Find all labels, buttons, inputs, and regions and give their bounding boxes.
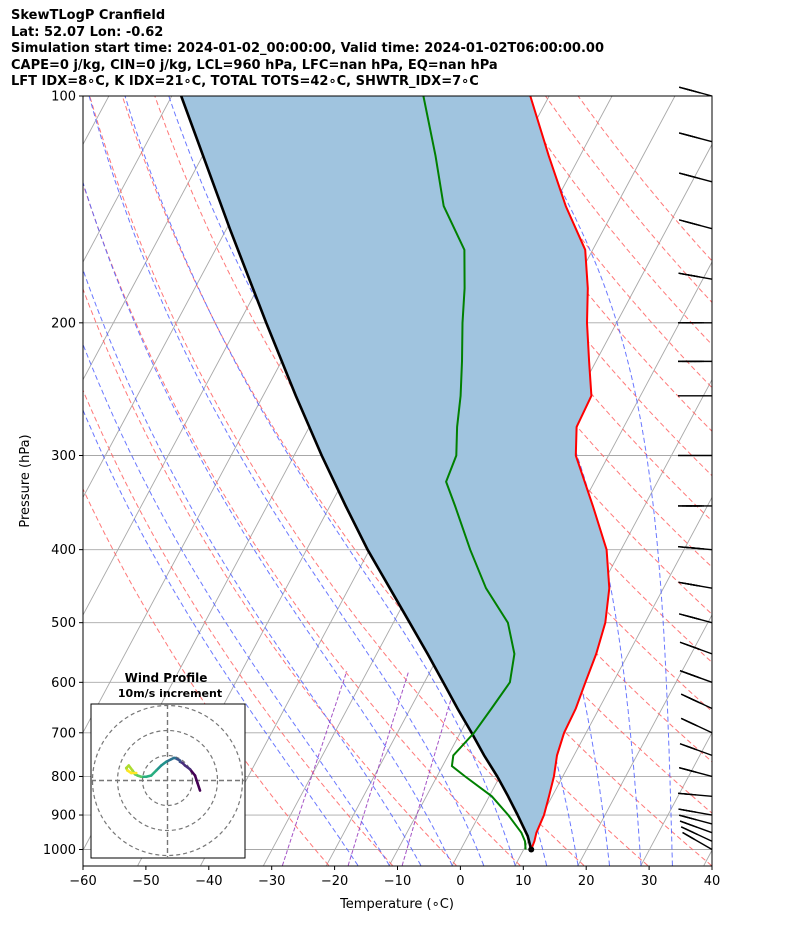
dry-adiabat — [121, 96, 649, 866]
y-tick-label: 700 — [51, 726, 76, 741]
isotherm-line — [388, 261, 712, 866]
dry-adiabat — [89, 96, 585, 866]
isotherm-line — [703, 849, 712, 866]
y-tick-label: 500 — [51, 616, 76, 631]
mixing-ratio-line — [401, 671, 460, 866]
x-tick-label: 20 — [578, 874, 595, 889]
x-tick-label: −10 — [384, 874, 411, 889]
inset-title: Wind Profile — [125, 671, 208, 685]
dewpoint-line — [422, 96, 527, 850]
wind-barb — [678, 86, 713, 97]
wind-barb — [678, 613, 713, 624]
x-tick-label: −60 — [69, 874, 96, 889]
wind-barbs — [678, 86, 713, 851]
cape-shading — [181, 96, 610, 850]
wind-barb — [680, 717, 713, 734]
dry-adiabat — [186, 96, 712, 814]
moist-adiabat — [88, 96, 485, 866]
x-tick-label: −30 — [258, 874, 285, 889]
wind-barb — [682, 831, 713, 851]
hodograph-segment — [196, 781, 202, 792]
wind-barb — [678, 767, 713, 778]
isotherm-line — [83, 96, 173, 263]
x-tick-label: 40 — [704, 874, 721, 889]
isotherm-line — [577, 613, 712, 866]
indices-line: LFT IDX=8∘C, K IDX=21∘C, TOTAL TOTS=42∘C… — [11, 74, 479, 89]
isotherm-line — [640, 731, 712, 866]
dry-adiabat — [83, 389, 393, 866]
y-axis-label: Pressure (hPa) — [18, 434, 33, 527]
isotherm-line — [514, 496, 712, 866]
wind-barb — [678, 808, 713, 816]
y-tick-label: 100 — [51, 90, 76, 105]
dry-adiabat — [414, 96, 712, 477]
dry-adiabat — [447, 96, 712, 432]
moist-adiabat — [124, 96, 516, 866]
moist-adiabat — [83, 268, 422, 866]
cin-shade — [181, 96, 610, 850]
temperature-line — [529, 96, 611, 850]
y-tick-label: 200 — [51, 316, 76, 331]
moist-adiabat — [508, 96, 673, 866]
chart-title: SkewTLogP Cranfield — [11, 8, 166, 23]
y-tick-label: 600 — [51, 676, 76, 691]
surface-parcel-marker — [528, 846, 535, 853]
wind-barb — [678, 792, 713, 798]
mixing-ratio-line — [281, 671, 348, 866]
y-tick-label: 1000 — [43, 843, 76, 858]
wind-barb — [678, 132, 713, 143]
y-tick-label: 800 — [51, 770, 76, 785]
dry-adiabat — [577, 96, 712, 262]
x-tick-label: 0 — [456, 874, 464, 889]
wind-barb — [679, 670, 713, 683]
wind-barb — [678, 545, 713, 551]
x-tick-label: −40 — [195, 874, 222, 889]
hodograph — [91, 704, 245, 858]
dry-adiabat — [382, 96, 712, 522]
wind-barb — [678, 219, 713, 230]
wind-barb — [680, 826, 713, 842]
isotherm-line — [767, 96, 794, 865]
y-tick-label: 900 — [51, 809, 76, 824]
wind-barb — [679, 820, 713, 834]
x-axis-label: Temperature (∘C) — [339, 897, 454, 912]
wind-profile-inset: Wind Profile 10m/s increment — [90, 671, 246, 859]
wind-barb — [679, 641, 713, 655]
x-tick-label: 30 — [641, 874, 658, 889]
y-tick-label: 400 — [51, 543, 76, 558]
y-tick-label: 300 — [51, 449, 76, 464]
wind-barb — [678, 272, 713, 280]
wind-barb — [678, 581, 713, 589]
x-axis: −60 −50 −40 −30 −20 −10 0 10 20 30 40 — [69, 866, 720, 889]
mixing-ratio-line — [347, 671, 410, 866]
stability-line: CAPE=0 j/kg, CIN=0 j/kg, LCL=960 hPa, LF… — [11, 57, 498, 73]
moist-adiabat — [83, 343, 390, 866]
inset-subtitle: 10m/s increment — [118, 687, 222, 700]
time-line: Simulation start time: 2024-01-02_00:00:… — [11, 41, 604, 56]
location-line: Lat: 52.07 Lon: -0.62 — [11, 24, 164, 40]
x-tick-label: 10 — [515, 874, 532, 889]
chart-header: SkewTLogP Cranfield Lat: 52.07 Lon: -0.6… — [11, 8, 604, 91]
x-tick-label: −50 — [132, 874, 159, 889]
isotherm-line — [83, 96, 236, 381]
moist-adiabat — [83, 180, 453, 866]
wind-barb — [679, 743, 713, 757]
wind-barb — [680, 693, 713, 710]
profile-lines — [179, 96, 611, 853]
dry-adiabat — [83, 287, 457, 866]
hodograph-segment — [188, 767, 197, 777]
y-axis: 100 200 300 400 500 600 700 800 900 1000 — [43, 90, 83, 858]
hodograph-segment — [193, 774, 199, 785]
moist-adiabat — [83, 408, 359, 866]
parcel-profile-line — [179, 96, 533, 850]
wind-barb — [678, 172, 713, 183]
x-tick-label: −20 — [321, 874, 348, 889]
dry-adiabat — [83, 182, 521, 866]
wind-barb — [678, 814, 713, 825]
